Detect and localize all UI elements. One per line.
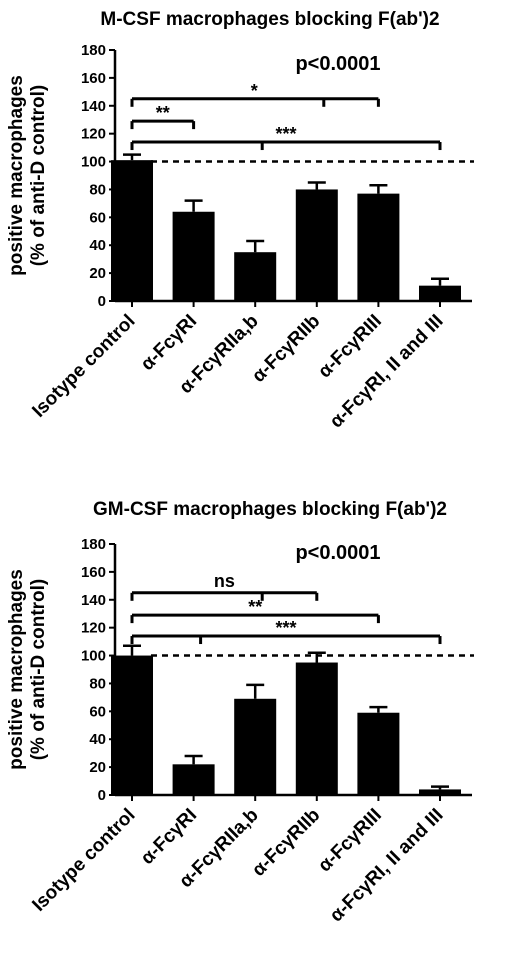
category-label: α-FcγRI bbox=[137, 311, 201, 375]
significance-label: ** bbox=[248, 597, 262, 617]
y-tick-label: 140 bbox=[81, 592, 106, 609]
significance-label: * bbox=[251, 81, 258, 101]
significance-label: *** bbox=[275, 618, 296, 638]
bar bbox=[419, 789, 461, 795]
category-label: Isotype control bbox=[28, 311, 139, 422]
y-tick-label: 120 bbox=[81, 620, 106, 637]
bar bbox=[111, 655, 153, 795]
y-tick-label: 180 bbox=[81, 42, 106, 59]
y-tick-label: 40 bbox=[89, 237, 106, 254]
category-label: α-FcγRIIb bbox=[248, 805, 324, 881]
y-tick-label: 80 bbox=[89, 675, 106, 692]
y-tick-label: 100 bbox=[81, 154, 106, 171]
chart-title: M-CSF macrophages blocking F(ab')2 bbox=[100, 9, 439, 30]
significance-label: *** bbox=[275, 124, 296, 144]
y-tick-label: 60 bbox=[89, 209, 106, 226]
bar bbox=[172, 211, 215, 301]
y-tick-label: 80 bbox=[89, 181, 106, 198]
y-tick-label: 120 bbox=[81, 126, 106, 143]
y-tick-label: 20 bbox=[89, 265, 106, 282]
significance-label: ns bbox=[214, 571, 235, 591]
category-label: α-FcγRI bbox=[137, 805, 201, 869]
y-tick-label: 20 bbox=[89, 759, 106, 776]
y-tick-label: 100 bbox=[81, 648, 106, 665]
y-axis-label: (% of anti-D control) bbox=[28, 85, 49, 267]
y-tick-label: 180 bbox=[81, 536, 106, 553]
bar bbox=[234, 698, 277, 795]
y-tick-label: 0 bbox=[98, 787, 106, 804]
y-tick-label: 160 bbox=[81, 564, 106, 581]
y-tick-label: 140 bbox=[81, 98, 106, 115]
chart-title: GM-CSF macrophages blocking F(ab')2 bbox=[93, 499, 447, 520]
p-value: p<0.0001 bbox=[295, 542, 380, 564]
significance-label: ** bbox=[156, 103, 170, 123]
category-label: α-FcγRI, II and III bbox=[326, 311, 448, 433]
bar bbox=[234, 252, 277, 301]
y-axis-label: positive macrophages bbox=[6, 75, 27, 276]
y-axis-label: (% of anti-D control) bbox=[28, 579, 49, 761]
bar bbox=[357, 193, 400, 301]
category-label: Isotype control bbox=[28, 805, 139, 916]
category-label: α-FcγRI, II and III bbox=[326, 805, 448, 927]
y-tick-label: 160 bbox=[81, 70, 106, 87]
bar bbox=[172, 764, 215, 795]
y-axis-label: positive macrophages bbox=[6, 569, 27, 770]
y-tick-label: 0 bbox=[98, 293, 106, 310]
p-value: p<0.0001 bbox=[295, 53, 380, 75]
bar bbox=[111, 160, 153, 301]
y-tick-label: 60 bbox=[89, 703, 106, 720]
bar bbox=[295, 189, 338, 301]
category-label: α-FcγRIIb bbox=[248, 311, 324, 387]
bar bbox=[295, 662, 338, 795]
bar bbox=[419, 285, 461, 301]
y-tick-label: 40 bbox=[89, 731, 106, 748]
bar bbox=[357, 712, 400, 795]
